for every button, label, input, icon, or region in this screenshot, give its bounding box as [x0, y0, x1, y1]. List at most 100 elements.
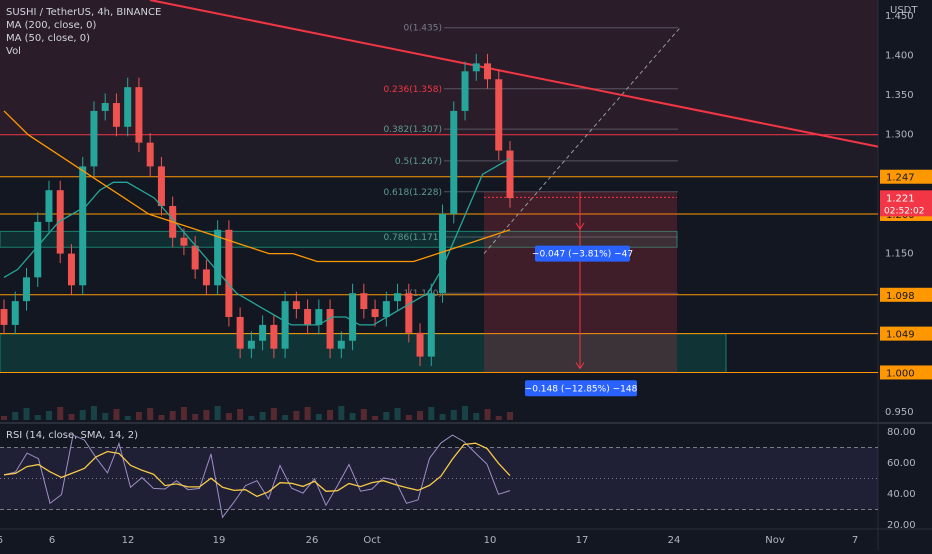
candle-body-7	[79, 166, 87, 286]
candle-body-6	[67, 253, 75, 286]
fib-label-1: 0.236(1.358)	[383, 85, 442, 95]
candle-body-39	[439, 213, 447, 294]
time-tick-6: 10	[484, 535, 497, 546]
current-price-label: 1.221	[886, 193, 915, 204]
descending-trendline	[149, 0, 879, 148]
volume-bar-34	[383, 412, 390, 420]
candle-body-28	[315, 309, 323, 325]
rsi-tick-1: 60.00	[887, 458, 916, 469]
time-tick-10: 7	[852, 535, 858, 546]
volume-bar-10	[113, 409, 120, 420]
candle-body-22	[247, 340, 255, 349]
level-tag-box-1	[880, 169, 932, 184]
candle-body-16	[180, 237, 188, 246]
volume-bar-31	[349, 413, 356, 420]
candle-body-1	[11, 301, 19, 325]
candle-body-2	[22, 277, 30, 302]
candle-body-26	[292, 301, 300, 310]
projection-line	[483, 27, 681, 254]
bearish-zone-upper	[0, 0, 878, 135]
volume-bar-0	[1, 416, 7, 420]
ma200-legend[interactable]: MA (200, close, 0)	[6, 20, 97, 31]
volume-bar-16	[180, 407, 187, 420]
countdown-label: 02:52:02	[884, 206, 924, 216]
vol-legend[interactable]: Vol	[6, 46, 21, 57]
volume-bar-32	[360, 409, 367, 420]
volume-bar-3	[34, 415, 41, 420]
volume-bar-45	[507, 412, 513, 420]
candle-body-37	[416, 332, 424, 357]
measure-arrow-head-2	[575, 222, 585, 230]
candle-body-33	[371, 309, 379, 317]
price-tick-9: 0.950	[885, 407, 914, 418]
candle-body-29	[326, 309, 334, 349]
volume-bar-11	[124, 416, 131, 420]
rsi-tick-2: 40.00	[887, 489, 916, 500]
price-tick-2: 1.350	[885, 90, 914, 101]
volume-bars	[1, 406, 513, 420]
candle-body-38	[427, 293, 435, 357]
time-tick-7: 17	[576, 535, 589, 546]
fib-label-4: 0.618(1.228)	[383, 188, 442, 198]
symbol-title[interactable]: SUSHI / TetherUS, 4h, BINANCE	[6, 7, 162, 18]
volume-bar-23	[259, 412, 266, 420]
volume-bar-22	[248, 416, 255, 420]
measure-arrow-head	[575, 362, 585, 370]
volume-bar-39	[439, 414, 446, 420]
measure-label-box-1	[525, 380, 637, 397]
candle-body-9	[101, 103, 109, 111]
volume-bar-1	[12, 412, 19, 420]
ma200-line	[3, 110, 511, 263]
candle-body-11	[124, 87, 132, 127]
rsi-tick-3: 20.00	[887, 520, 916, 531]
candle-body-27	[304, 309, 312, 325]
level-tag-5: 1.000	[886, 368, 915, 379]
volume-bar-6	[68, 414, 75, 420]
ma50-legend[interactable]: MA (50, close, 0)	[6, 33, 91, 44]
level-tag-1: 1.247	[886, 173, 915, 184]
time-tick-4: 26	[306, 535, 319, 546]
fib-label-2: 0.382(1.307)	[383, 125, 442, 135]
candle-body-34	[382, 301, 390, 317]
candle-body-21	[236, 316, 244, 349]
fib-label-3: 0.5(1.267)	[395, 157, 442, 167]
volume-bar-30	[338, 406, 345, 420]
volume-bar-15	[169, 411, 176, 420]
volume-bar-28	[315, 414, 322, 420]
candle-body-14	[157, 166, 165, 207]
current-price-box	[880, 190, 932, 217]
rsi-label: RSI (14, close, SMA, 14, 2)	[6, 430, 138, 441]
volume-bar-36	[405, 415, 412, 420]
candle-body-44	[495, 79, 503, 151]
candle-body-23	[259, 324, 267, 341]
candle-body-45	[506, 150, 514, 199]
volume-bar-44	[495, 416, 502, 420]
volume-bar-19	[214, 406, 221, 420]
volume-bar-37	[417, 411, 424, 420]
volume-bar-25	[282, 415, 289, 420]
candle-body-10	[112, 103, 120, 127]
volume-bar-13	[147, 408, 154, 420]
measure-label-1: −0.148 (−12.85%) −148	[525, 384, 638, 394]
candle-body-43	[484, 63, 492, 80]
volume-bar-5	[57, 407, 64, 420]
time-tick-9: Nov	[765, 535, 785, 546]
fib-label-6: 1(1.100)	[403, 289, 442, 299]
volume-bar-41	[462, 406, 469, 420]
fib-label-5: 0.786(1.171)	[383, 233, 442, 243]
volume-bar-8	[90, 406, 97, 420]
level-tag-box-3	[880, 287, 932, 302]
candle-body-32	[360, 293, 368, 310]
price-tick-1: 1.400	[885, 50, 914, 61]
candle-body-4	[45, 190, 53, 222]
candle-body-20	[225, 229, 233, 317]
level-tag-box-5	[880, 365, 932, 380]
price-tick-3: 1.300	[885, 130, 914, 141]
price-tick-0: 1.450	[885, 11, 914, 22]
level-tag-4: 1.049	[886, 330, 915, 341]
volume-bar-12	[135, 412, 142, 420]
candle-body-42	[472, 63, 480, 72]
volume-bar-18	[203, 410, 210, 420]
